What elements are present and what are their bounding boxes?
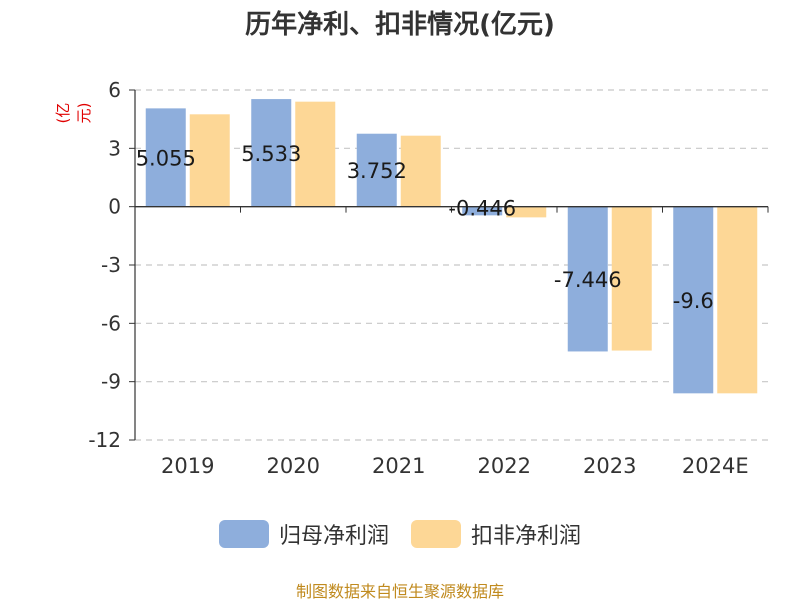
- y-tick-label: -12: [88, 428, 121, 452]
- bar-net-profit-2022: [462, 206, 503, 216]
- legend-swatch: [218, 520, 269, 548]
- y-tick-label: 6: [108, 78, 121, 102]
- bar-net-profit-2023: [567, 206, 608, 352]
- y-tick-label: -9: [101, 370, 121, 394]
- bar-non-recurring-2020: [295, 101, 336, 207]
- y-tick-label: -3: [101, 253, 121, 277]
- legend: 归母净利润 扣非净利润: [0, 518, 800, 550]
- data-label: 5.533: [241, 142, 301, 166]
- x-tick-label: 2022: [478, 454, 531, 478]
- bar-non-recurring-2021: [400, 135, 441, 207]
- bars: [145, 99, 758, 394]
- gridlines: [135, 89, 768, 441]
- bar-non-recurring-2023: [611, 206, 652, 351]
- data-label: 5.055: [136, 147, 196, 171]
- legend-label: 归母净利润: [278, 524, 389, 549]
- y-tick-label: 3: [108, 136, 121, 160]
- y-tick-label: -6: [101, 311, 121, 335]
- bar-non-recurring-2019: [189, 114, 230, 207]
- axes: 6 3 0 -3 -6 -9 -12 2019 2020 2021 2022 2023 2024E: [88, 78, 769, 478]
- bar-net-profit-2021: [356, 133, 397, 207]
- x-tick-label: 2024E: [682, 454, 749, 478]
- data-source-note: 制图数据来自恒生聚源数据库: [295, 582, 504, 601]
- legend-swatch: [411, 520, 461, 548]
- bar-non-recurring-2022: [506, 206, 547, 218]
- chart-title: 历年净利、扣非情况(亿元): [245, 10, 555, 40]
- data-label: -0.446: [448, 197, 516, 221]
- x-tick-label: 2019: [161, 454, 214, 478]
- bar-net-profit-2024E: [673, 206, 714, 394]
- x-tick-label: 2020: [267, 454, 320, 478]
- data-label: -7.446: [554, 268, 622, 292]
- y-tick-label: 0: [108, 195, 121, 219]
- data-label: -9.6: [673, 289, 714, 313]
- legend-item-series-2[interactable]: 扣非净利润: [411, 518, 581, 550]
- x-tick-label: 2023: [583, 454, 636, 478]
- bar-net-profit-2019: [145, 108, 186, 207]
- x-tick-label: 2021: [372, 454, 425, 478]
- legend-item-series-1[interactable]: 归母净利润: [218, 518, 389, 550]
- data-labels: 5.055 5.533 3.752 -0.446 -7.446 -9.6: [136, 142, 714, 313]
- bar-net-profit-2020: [251, 99, 292, 207]
- legend-label: 扣非净利润: [471, 524, 582, 549]
- bar-non-recurring-2024E: [717, 206, 758, 394]
- data-label: 3.752: [347, 159, 407, 183]
